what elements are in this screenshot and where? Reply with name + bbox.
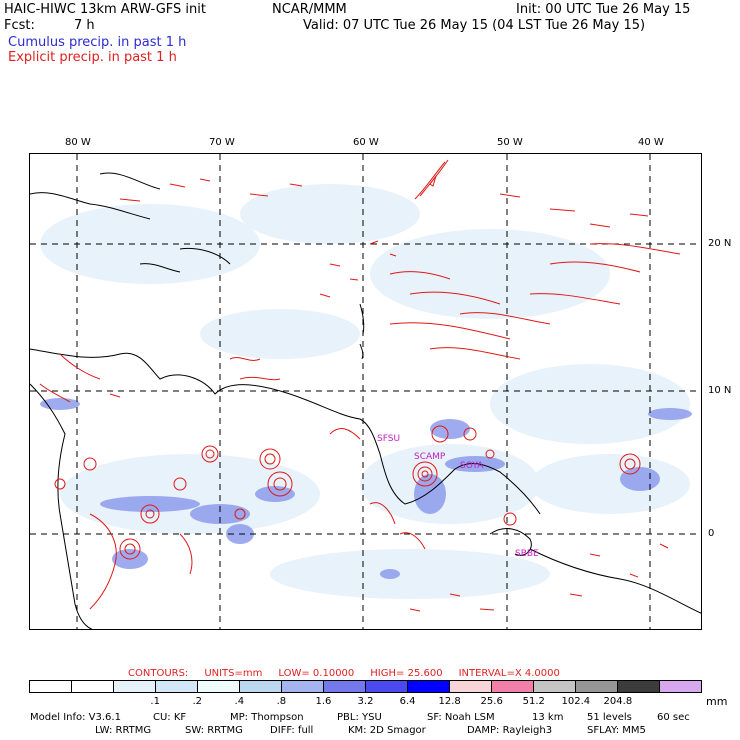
coastlines: [30, 172, 701, 629]
explicit-precip-contours: [39, 159, 681, 612]
sf-scheme: SF: Noah LSM: [427, 712, 495, 723]
lon-label: 80 W: [65, 137, 91, 148]
colorbar-swatch: [366, 681, 408, 692]
lon-label: 70 W: [209, 137, 235, 148]
colorbar-swatch: [324, 681, 366, 692]
colorbar-tick-label: 102.4: [561, 696, 591, 707]
colorbar-tick-label: 3.2: [357, 696, 374, 707]
map-canvas: SFSU SCAMP SOYA SBBE: [30, 154, 701, 629]
legend-cumulus: Cumulus precip. in past 1 h: [8, 35, 187, 50]
colorbar-swatch: [198, 681, 240, 692]
valid-time: Valid: 07 UTC Tue 26 May 15 (04 LST Tue …: [303, 18, 646, 33]
pbl-scheme: PBL: YSU: [337, 712, 382, 723]
lon-label: 40 W: [638, 137, 664, 148]
forecast-label: Fcst:: [4, 18, 35, 33]
station-labels: SFSU SCAMP SOYA SBBE: [377, 434, 539, 559]
colorbar-tick-label: 6.4: [399, 696, 416, 707]
colorbar-swatch: [72, 681, 114, 692]
sw-scheme: SW: RRTMG: [185, 725, 243, 736]
station-label: SCAMP: [414, 452, 446, 462]
colorbar-swatch: [114, 681, 156, 692]
damp-scheme: DAMP: Rayleigh3: [467, 725, 553, 736]
model-title: HAIC-HIWC 13km ARW-GFS init: [4, 2, 206, 17]
colorbar-tick-label: 12.8: [438, 696, 461, 707]
sflay-scheme: SFLAY: MM5: [587, 725, 646, 736]
model-info-row1: Model Info: V3.6.1 CU: KF MP: Thompson P…: [30, 712, 730, 726]
model-version: Model Info: V3.6.1: [30, 712, 121, 723]
colorbar-tick-label: .2: [192, 696, 203, 707]
forecast-hour: 7 h: [74, 18, 95, 33]
contour-high: HIGH= 25.600: [370, 668, 443, 679]
colorbar-swatch: [534, 681, 576, 692]
resolution: 13 km: [532, 712, 564, 723]
lat-lon-grid: [30, 154, 701, 629]
colorbar-swatch: [492, 681, 534, 692]
colorbar-swatch: [282, 681, 324, 692]
colorbar-swatch: [408, 681, 450, 692]
colorbar-tick-label: .4: [234, 696, 245, 707]
colorbar-swatch: [660, 681, 701, 692]
km-scheme: KM: 2D Smagor: [348, 725, 426, 736]
colorbar-tick-label: 25.6: [480, 696, 503, 707]
model-info-row2: LW: RRTMG SW: RRTMG DIFF: full KM: 2D Sm…: [30, 725, 730, 739]
colorbar-tick-label: .1: [150, 696, 160, 707]
colorbar-swatch: [618, 681, 660, 692]
colorbar-unit: mm: [706, 695, 728, 708]
colorbar-tick-label: 1.6: [315, 696, 332, 707]
station-label: SFSU: [377, 434, 400, 444]
legend-explicit: Explicit precip. in past 1 h: [8, 50, 177, 65]
lat-label: 0: [708, 528, 715, 539]
station-label: SOYA: [460, 461, 484, 471]
diff-scheme: DIFF: full: [270, 725, 314, 736]
colorbar-swatch: [240, 681, 282, 692]
init-time: Init: 00 UTC Tue 26 May 15: [516, 2, 691, 17]
cu-scheme: CU: KF: [153, 712, 187, 723]
lat-label: 20 N: [708, 238, 732, 249]
levels: 51 levels: [587, 712, 632, 723]
lw-scheme: LW: RRTMG: [95, 725, 152, 736]
colorbar-swatch: [450, 681, 492, 692]
colorbar-swatch: [156, 681, 198, 692]
lat-label: 10 N: [708, 385, 732, 396]
contour-interval: INTERVAL=X 4.0000: [458, 668, 560, 679]
precip-map: SFSU SCAMP SOYA SBBE: [29, 153, 702, 630]
lon-label: 50 W: [497, 137, 523, 148]
colorbar-tick-label: .8: [276, 696, 287, 707]
lon-label: 60 W: [353, 137, 379, 148]
colorbar-swatch: [576, 681, 618, 692]
colorbar: [29, 680, 702, 693]
org-label: NCAR/MMM: [272, 2, 347, 17]
mp-scheme: MP: Thompson: [230, 712, 304, 723]
station-label: SBBE: [515, 549, 539, 559]
timestep: 60 sec: [657, 712, 690, 723]
colorbar-tick-label: 51.2: [522, 696, 545, 707]
colorbar-swatch: [30, 681, 72, 692]
contour-title: CONTOURS:: [128, 668, 189, 679]
contour-info: CONTOURS: UNITS=mm LOW= 0.10000 HIGH= 25.60…: [128, 668, 576, 679]
contour-units: UNITS=mm: [204, 668, 263, 679]
colorbar-tick-label: 204.8: [603, 696, 633, 707]
contour-low: LOW= 0.10000: [278, 668, 355, 679]
